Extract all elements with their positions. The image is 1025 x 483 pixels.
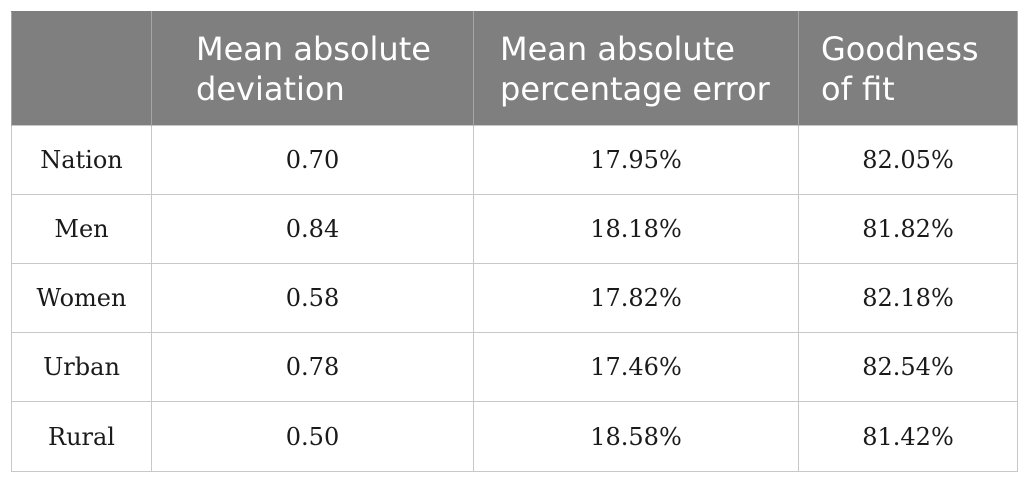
cell-mad: 0.70: [151, 125, 474, 195]
cell-mape: 17.82%: [473, 263, 799, 333]
cell-mad: 0.78: [151, 332, 474, 402]
table-header: Mean absolute deviation Mean absolute pe…: [11, 11, 1018, 126]
cell-mape: 18.58%: [473, 401, 799, 472]
table-row: Urban 0.78 17.46% 82.54%: [11, 332, 1018, 402]
cell-region: Nation: [11, 125, 152, 195]
header-row: Mean absolute deviation Mean absolute pe…: [11, 11, 1018, 126]
cell-mape: 17.46%: [473, 332, 799, 402]
cell-gof: 82.05%: [798, 125, 1018, 195]
table-row: Women 0.58 17.82% 82.18%: [11, 263, 1018, 333]
cell-region: Rural: [11, 401, 152, 472]
table-row: Men 0.84 18.18% 81.82%: [11, 194, 1018, 264]
header-mean-absolute-percentage-error: Mean absolute percentage error: [473, 11, 799, 126]
cell-mad: 0.50: [151, 401, 474, 472]
cell-gof: 82.18%: [798, 263, 1018, 333]
cell-mape: 17.95%: [473, 125, 799, 195]
table-row: Nation 0.70 17.95% 82.05%: [11, 125, 1018, 195]
cell-gof: 81.82%: [798, 194, 1018, 264]
cell-region: Women: [11, 263, 152, 333]
metrics-table: Mean absolute deviation Mean absolute pe…: [11, 11, 1018, 472]
cell-mape: 18.18%: [473, 194, 799, 264]
table-body: Nation 0.70 17.95% 82.05% Men 0.84 18.18…: [11, 125, 1018, 472]
cell-gof: 81.42%: [798, 401, 1018, 472]
cell-region: Urban: [11, 332, 152, 402]
header-mean-absolute-deviation: Mean absolute deviation: [151, 11, 474, 126]
header-goodness-of-fit: Goodness of fit: [798, 11, 1018, 126]
cell-region: Men: [11, 194, 152, 264]
cell-gof: 82.54%: [798, 332, 1018, 402]
cell-mad: 0.84: [151, 194, 474, 264]
cell-mad: 0.58: [151, 263, 474, 333]
table-row: Rural 0.50 18.58% 81.42%: [11, 401, 1018, 472]
header-region: [11, 11, 152, 126]
